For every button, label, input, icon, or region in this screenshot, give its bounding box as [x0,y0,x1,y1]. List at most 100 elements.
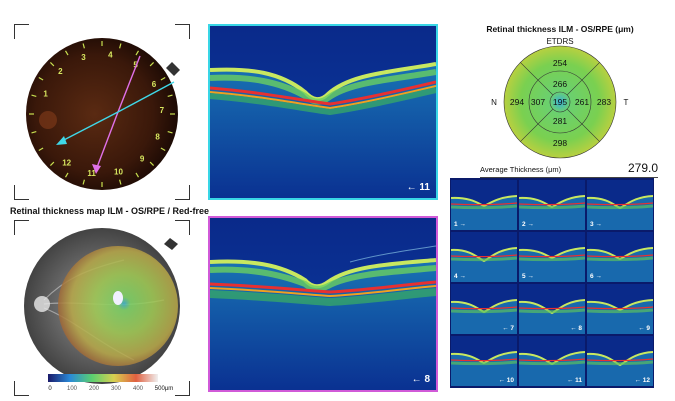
fundus-clock-view[interactable]: 1 2 3 4 5 6 7 8 9 10 11 12 [14,24,190,200]
scan-index-label: ← 8 [411,374,430,385]
cyan-scan-line [59,111,119,143]
frame-corner [175,381,190,396]
mini-bscan-image [451,180,517,230]
clock-hour-label: 10 [114,168,123,177]
clock-hour-label: 11 [87,169,96,178]
clock-hour-label: 9 [140,155,145,164]
oct-bscan-image [210,26,436,198]
nasal-label: N [491,98,497,107]
average-thickness-label: Average Thickness (μm) [480,165,562,174]
scale-tick-label: 500μm [155,386,173,392]
radial-scan-thumbnail[interactable]: 2 → [519,180,585,230]
radial-scan-thumbnail[interactable]: 4 → [451,232,517,282]
etdrs-center: 195 [553,97,567,107]
clock-hour-label: 3 [81,53,86,62]
color-scale-bar [48,374,158,382]
clock-tick [167,131,173,134]
radial-scan-thumbnail[interactable]: ← 11 [519,336,585,386]
frame-corner [14,185,29,200]
scale-tick-label: 400 [133,386,144,392]
frame-corner [14,220,29,235]
radial-scan-thumbnail[interactable]: 1 → [451,180,517,230]
etdrs-outer-temporal: 283 [597,97,611,107]
clock-hour-label: 7 [160,106,165,115]
scan-index-label: 2 → [522,221,534,228]
scan-index-label: 1 → [454,221,466,228]
mini-bscan-image [451,284,517,334]
mini-bscan-image [587,232,653,282]
scan-index-label: ← 8 [570,325,582,332]
clock-hour-label: 1 [43,90,48,99]
etdrs-inner-temporal: 261 [575,97,589,107]
etdrs-outer-superior: 254 [553,58,567,68]
oct-bscan-image [210,218,436,390]
clock-hour-label: 4 [108,51,113,60]
radial-scan-thumbnail[interactable]: ← 8 [519,284,585,334]
clock-tick [119,179,122,185]
etdrs-outer-nasal: 294 [510,97,524,107]
oct-bscan-top[interactable]: ← 11 [208,24,438,200]
average-thickness-value: 279.0 [627,161,658,175]
mini-bscan-image [519,336,585,386]
oct-bscan-bottom[interactable]: ← 8 [208,216,438,392]
radial-scan-thumbnail[interactable]: ← 7 [451,284,517,334]
scale-tick-label: 300 [111,386,122,392]
clock-tick [149,61,155,67]
radial-scan-thumbnail[interactable]: ← 9 [587,284,653,334]
thickness-map-view[interactable]: 0 100 200 300 400 500μm [14,220,190,396]
clock-tick [160,76,166,81]
frame-corner [175,220,190,235]
scan-index-label: ← 11 [566,377,582,384]
scan-index-label: ← 11 [406,182,430,193]
clock-tick [64,172,69,178]
scale-tick-label: 200 [89,386,100,392]
clock-tick [82,43,85,49]
scan-index-label: ← 9 [638,325,650,332]
clock-tick [49,161,55,167]
red-free-fundus-image: 0 100 200 300 400 500μm [24,228,180,392]
scan-index-label: ← 12 [634,377,650,384]
mini-bscan-image [587,336,653,386]
radial-scan-thumbnail[interactable]: ← 10 [451,336,517,386]
scan-index-label: ← 7 [502,325,514,332]
etdrs-inner-superior: 266 [553,79,567,89]
scan-index-label: 6 → [590,273,602,280]
scan-index-label: ← 10 [498,377,514,384]
radial-scan-thumbnail[interactable]: ← 12 [587,336,653,386]
radial-scan-thumbnail[interactable]: 6 → [587,232,653,282]
frame-corner [14,24,29,39]
average-thickness-row: Average Thickness (μm) 279.0 [480,161,658,178]
radial-scan-thumbnail[interactable]: 5 → [519,232,585,282]
clock-tick [167,94,173,97]
clock-hour-label: 12 [62,159,71,168]
clock-tick [31,94,37,97]
clock-tick [82,179,85,185]
scan-index-label: 4 → [454,273,466,280]
mini-bscan-image [451,232,517,282]
magenta-scan-line [117,55,141,113]
clock-tick [119,43,122,49]
mini-bscan-image [519,180,585,230]
clock-tick [160,147,166,152]
frame-corner [175,185,190,200]
mini-bscan-image [519,232,585,282]
clock-hour-label: 8 [155,133,160,142]
mini-bscan-image [451,336,517,386]
etdrs-inner-nasal: 307 [531,97,545,107]
scan-index-label: 3 → [590,221,602,228]
clock-tick [135,50,140,56]
radial-scan-thumbnail[interactable]: 3 → [587,180,653,230]
clock-tick [64,50,69,56]
etdrs-title: Retinal thickness ILM - OS/RPE (μm) [486,24,634,34]
scale-tick-label: 100 [67,386,78,392]
clock-tick [31,131,37,134]
clock-hour-label: 6 [152,80,157,89]
etdrs-subtitle: ETDRS [546,37,574,46]
clock-tick [149,161,155,167]
mini-bscan-image [587,180,653,230]
clock-tick [38,76,44,81]
mini-bscan-image [519,284,585,334]
etdrs-grid[interactable]: 254 266 294 307 195 261 283 281 298 N T [490,44,630,164]
thickness-heatmap [58,246,178,366]
clock-tick [38,147,44,152]
